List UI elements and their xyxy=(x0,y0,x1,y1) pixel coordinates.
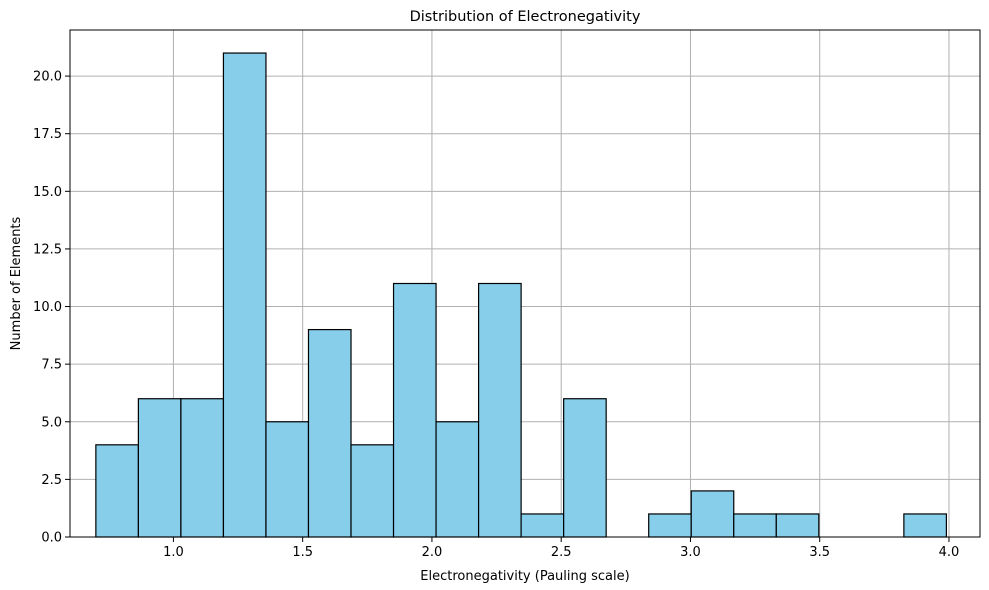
x-axis-ticks: 1.0 1.5 2.0 2.5 3.0 3.5 4.0 xyxy=(163,537,959,560)
y-tick-label: 7.5 xyxy=(41,358,62,373)
histogram-bar xyxy=(648,513,692,538)
y-tick-label: 5.0 xyxy=(41,415,62,430)
histogram-bar xyxy=(307,328,352,538)
y-tick-label: 10.0 xyxy=(33,300,62,315)
histogram-bar xyxy=(137,398,182,538)
histogram-bar xyxy=(350,444,395,538)
y-tick-label: 15.0 xyxy=(33,185,62,200)
histogram-bar xyxy=(180,398,225,538)
histogram-bar xyxy=(520,513,565,538)
histogram-bar xyxy=(222,52,267,538)
histogram-bar xyxy=(392,282,437,538)
chart-title: Distribution of Electronegativity xyxy=(410,9,641,25)
histogram-bar xyxy=(733,513,777,538)
y-axis-ticks: 0.0 2.5 5.0 7.5 10.0 12.5 15.0 17.5 20.0 xyxy=(33,70,70,546)
x-tick-label: 3.0 xyxy=(680,545,701,560)
histogram-bars xyxy=(95,52,947,538)
y-tick-label: 2.5 xyxy=(41,473,62,488)
x-tick-label: 2.0 xyxy=(422,545,443,560)
y-axis-label: Number of Elements xyxy=(9,216,24,350)
y-tick-label: 12.5 xyxy=(33,242,62,257)
histogram-bar xyxy=(95,444,139,538)
y-tick-label: 20.0 xyxy=(33,70,62,85)
histogram-bar xyxy=(775,513,820,538)
histogram-bar xyxy=(903,513,947,538)
histogram-bar xyxy=(435,421,480,538)
x-tick-label: 1.0 xyxy=(163,545,184,560)
histogram-bar xyxy=(690,490,735,538)
histogram-bar xyxy=(563,398,607,538)
histogram-bar xyxy=(265,421,310,538)
x-tick-label: 2.5 xyxy=(551,545,572,560)
histogram-bar xyxy=(477,282,522,538)
y-tick-label: 17.5 xyxy=(33,127,62,142)
x-tick-label: 3.5 xyxy=(809,545,830,560)
y-tick-label: 0.0 xyxy=(41,531,62,546)
x-tick-label: 4.0 xyxy=(939,545,960,560)
x-tick-label: 1.5 xyxy=(292,545,313,560)
plot-frame xyxy=(69,29,981,538)
x-axis-label: Electronegativity (Pauling scale) xyxy=(420,569,629,584)
